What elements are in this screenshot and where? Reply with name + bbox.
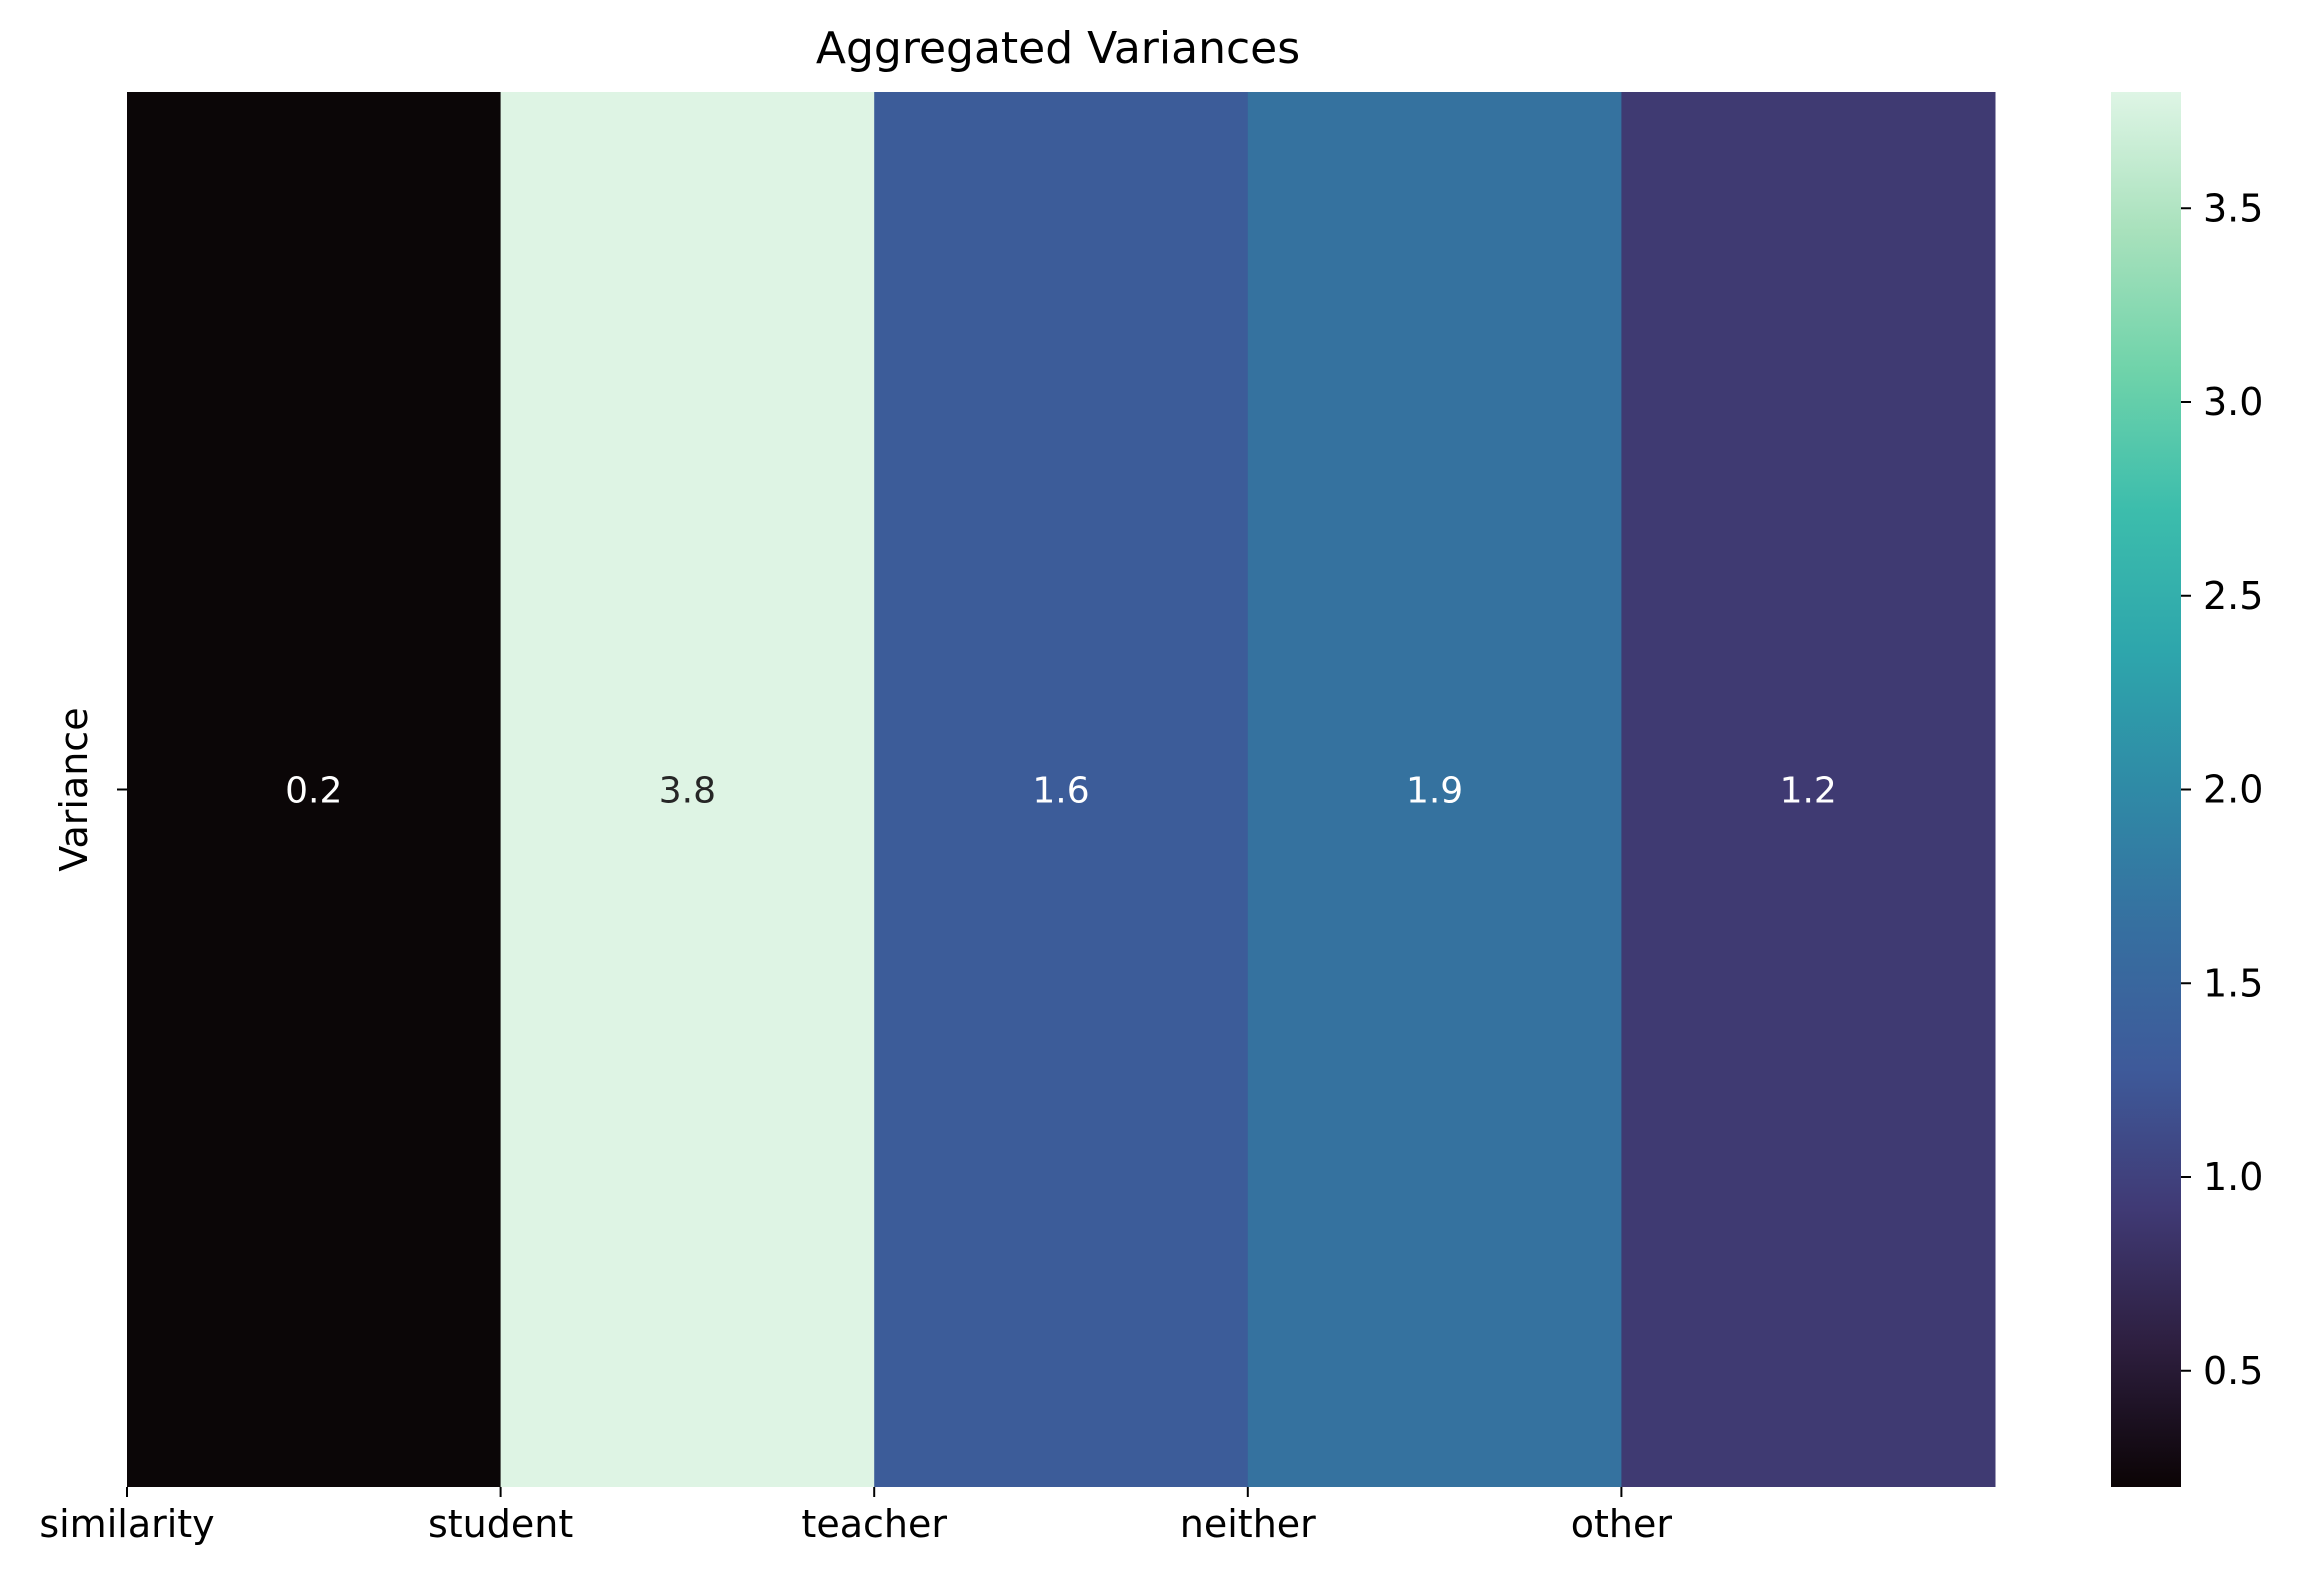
colorbar-gradient — [2111, 92, 2181, 1487]
x-tick-label-similarity: similarity — [39, 1502, 214, 1546]
chart-title: Aggregated Variances — [816, 23, 1300, 74]
y-axis: Variance — [52, 707, 127, 872]
colorbar-tick-label: 1.0 — [2203, 1155, 2263, 1199]
x-tick-label-other: other — [1571, 1502, 1673, 1546]
colorbar: 0.5 1.0 1.5 2.0 2.5 3.0 3.5 — [2111, 92, 2263, 1487]
x-axis: similarity student teacher neither other — [39, 1487, 1672, 1546]
x-tick-label-neither: neither — [1180, 1502, 1316, 1546]
x-tick-label-teacher: teacher — [801, 1502, 947, 1546]
heatmap-cells: 0.2 3.8 1.6 1.9 1.2 — [127, 92, 1996, 1487]
colorbar-tick-label: 1.5 — [2203, 961, 2263, 1005]
colorbar-tick-label: 2.0 — [2203, 768, 2263, 812]
cell-label-neither: 1.9 — [1406, 771, 1463, 812]
heatmap-cell-student — [500, 92, 875, 1487]
cell-label-other: 1.2 — [1780, 771, 1837, 812]
heatmap-cell-similarity — [127, 92, 502, 1487]
cell-label-similarity: 0.2 — [285, 771, 342, 812]
y-tick-label-Variance: Variance — [52, 707, 96, 871]
colorbar-tick-label: 3.0 — [2203, 380, 2263, 424]
heatmap-cell-neither — [1247, 92, 1622, 1487]
cell-label-teacher: 1.6 — [1032, 771, 1089, 812]
colorbar-tick-label: 0.5 — [2203, 1349, 2263, 1393]
heatmap-cell-other — [1621, 92, 1996, 1487]
cell-label-student: 3.8 — [659, 771, 716, 812]
colorbar-tick-label: 3.5 — [2203, 186, 2263, 230]
colorbar-tick-label: 2.5 — [2203, 574, 2263, 618]
heatmap-cell-teacher — [874, 92, 1249, 1487]
x-tick-label-student: student — [428, 1502, 573, 1546]
